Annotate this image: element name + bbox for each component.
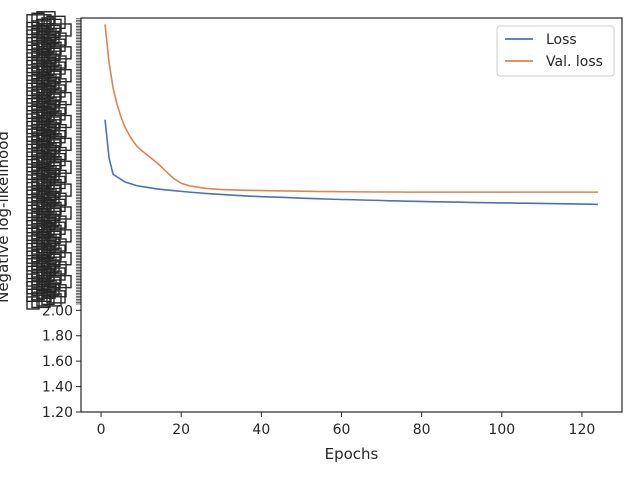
- x-tick-label: 40: [252, 422, 270, 438]
- y-tick-label-overlap: [46, 15, 66, 30]
- y-tick-label-overlap: [26, 29, 46, 43]
- series-layer: [104, 24, 598, 206]
- y-tick-label: 1.60: [42, 354, 73, 370]
- y-tick-label-overlap: [26, 143, 46, 158]
- x-tick-label: 20: [172, 422, 190, 438]
- y-tick-label-overlap: [26, 159, 40, 173]
- y-tick-label-overlap: [26, 14, 52, 28]
- legend: Loss Val. loss: [496, 25, 615, 77]
- y-tick-label-overlap: [26, 52, 46, 66]
- y-tick-label-cluster: [26, 11, 81, 310]
- x-tick-label: 100: [488, 422, 515, 438]
- y-tick-label-overlap: [26, 250, 40, 264]
- y-tick-label-overlap: [26, 166, 46, 181]
- x-axis-label: Epochs: [325, 445, 379, 463]
- x-tick-label: 0: [97, 422, 106, 438]
- plot-area: [80, 17, 623, 413]
- y-tick-label-overlap: [26, 181, 40, 196]
- series-line-val-loss: [104, 24, 598, 193]
- y-tick-label: 1.40: [42, 380, 73, 396]
- y-tick-label-overlap: [26, 273, 40, 287]
- y-tick-label-overlap: [26, 136, 40, 150]
- y-tick-label-overlap: [26, 90, 40, 104]
- y-tick-label-overlap: [26, 296, 40, 310]
- series-line-loss: [104, 119, 598, 206]
- y-tick-label-overlap: [26, 21, 40, 36]
- x-tick-label: 80: [413, 422, 431, 438]
- y-tick-label-overlap: [26, 227, 40, 242]
- x-tick-label: 120: [569, 422, 596, 438]
- y-tick-label-overlap: [26, 75, 46, 89]
- x-axis: 0 20 40 60 80 100 120: [97, 412, 596, 438]
- plot-frame: [80, 17, 623, 413]
- y-tick-label-overlap: [26, 235, 46, 249]
- y-tick-label-overlap: [31, 12, 45, 26]
- y-tick-label-overlap: [26, 113, 40, 127]
- y-axis-label: Negative log-likelihood: [0, 131, 12, 303]
- y-tick-label-overlap: [26, 44, 40, 59]
- y-tick-label-overlap: [26, 204, 40, 219]
- y-tick-label-overlap: [26, 281, 46, 295]
- y-tick-label: 1.80: [42, 329, 73, 345]
- y-axis: 1.201.401.601.802.00: [26, 11, 81, 421]
- legend-label: Val. loss: [546, 54, 603, 70]
- y-tick-label-overlap: [26, 97, 46, 112]
- x-tick-label: 60: [333, 422, 351, 438]
- y-tick-label-overlap: [26, 120, 46, 135]
- y-tick-label-overlap: [26, 67, 40, 81]
- legend-label: Loss: [546, 32, 577, 48]
- y-tick-label: 1.20: [42, 405, 73, 421]
- y-tick-label-overlap: [26, 189, 46, 203]
- y-tick-label-overlap: [26, 212, 46, 226]
- y-tick-label-overlap: [36, 11, 56, 25]
- y-tick-label-overlap: [26, 258, 46, 272]
